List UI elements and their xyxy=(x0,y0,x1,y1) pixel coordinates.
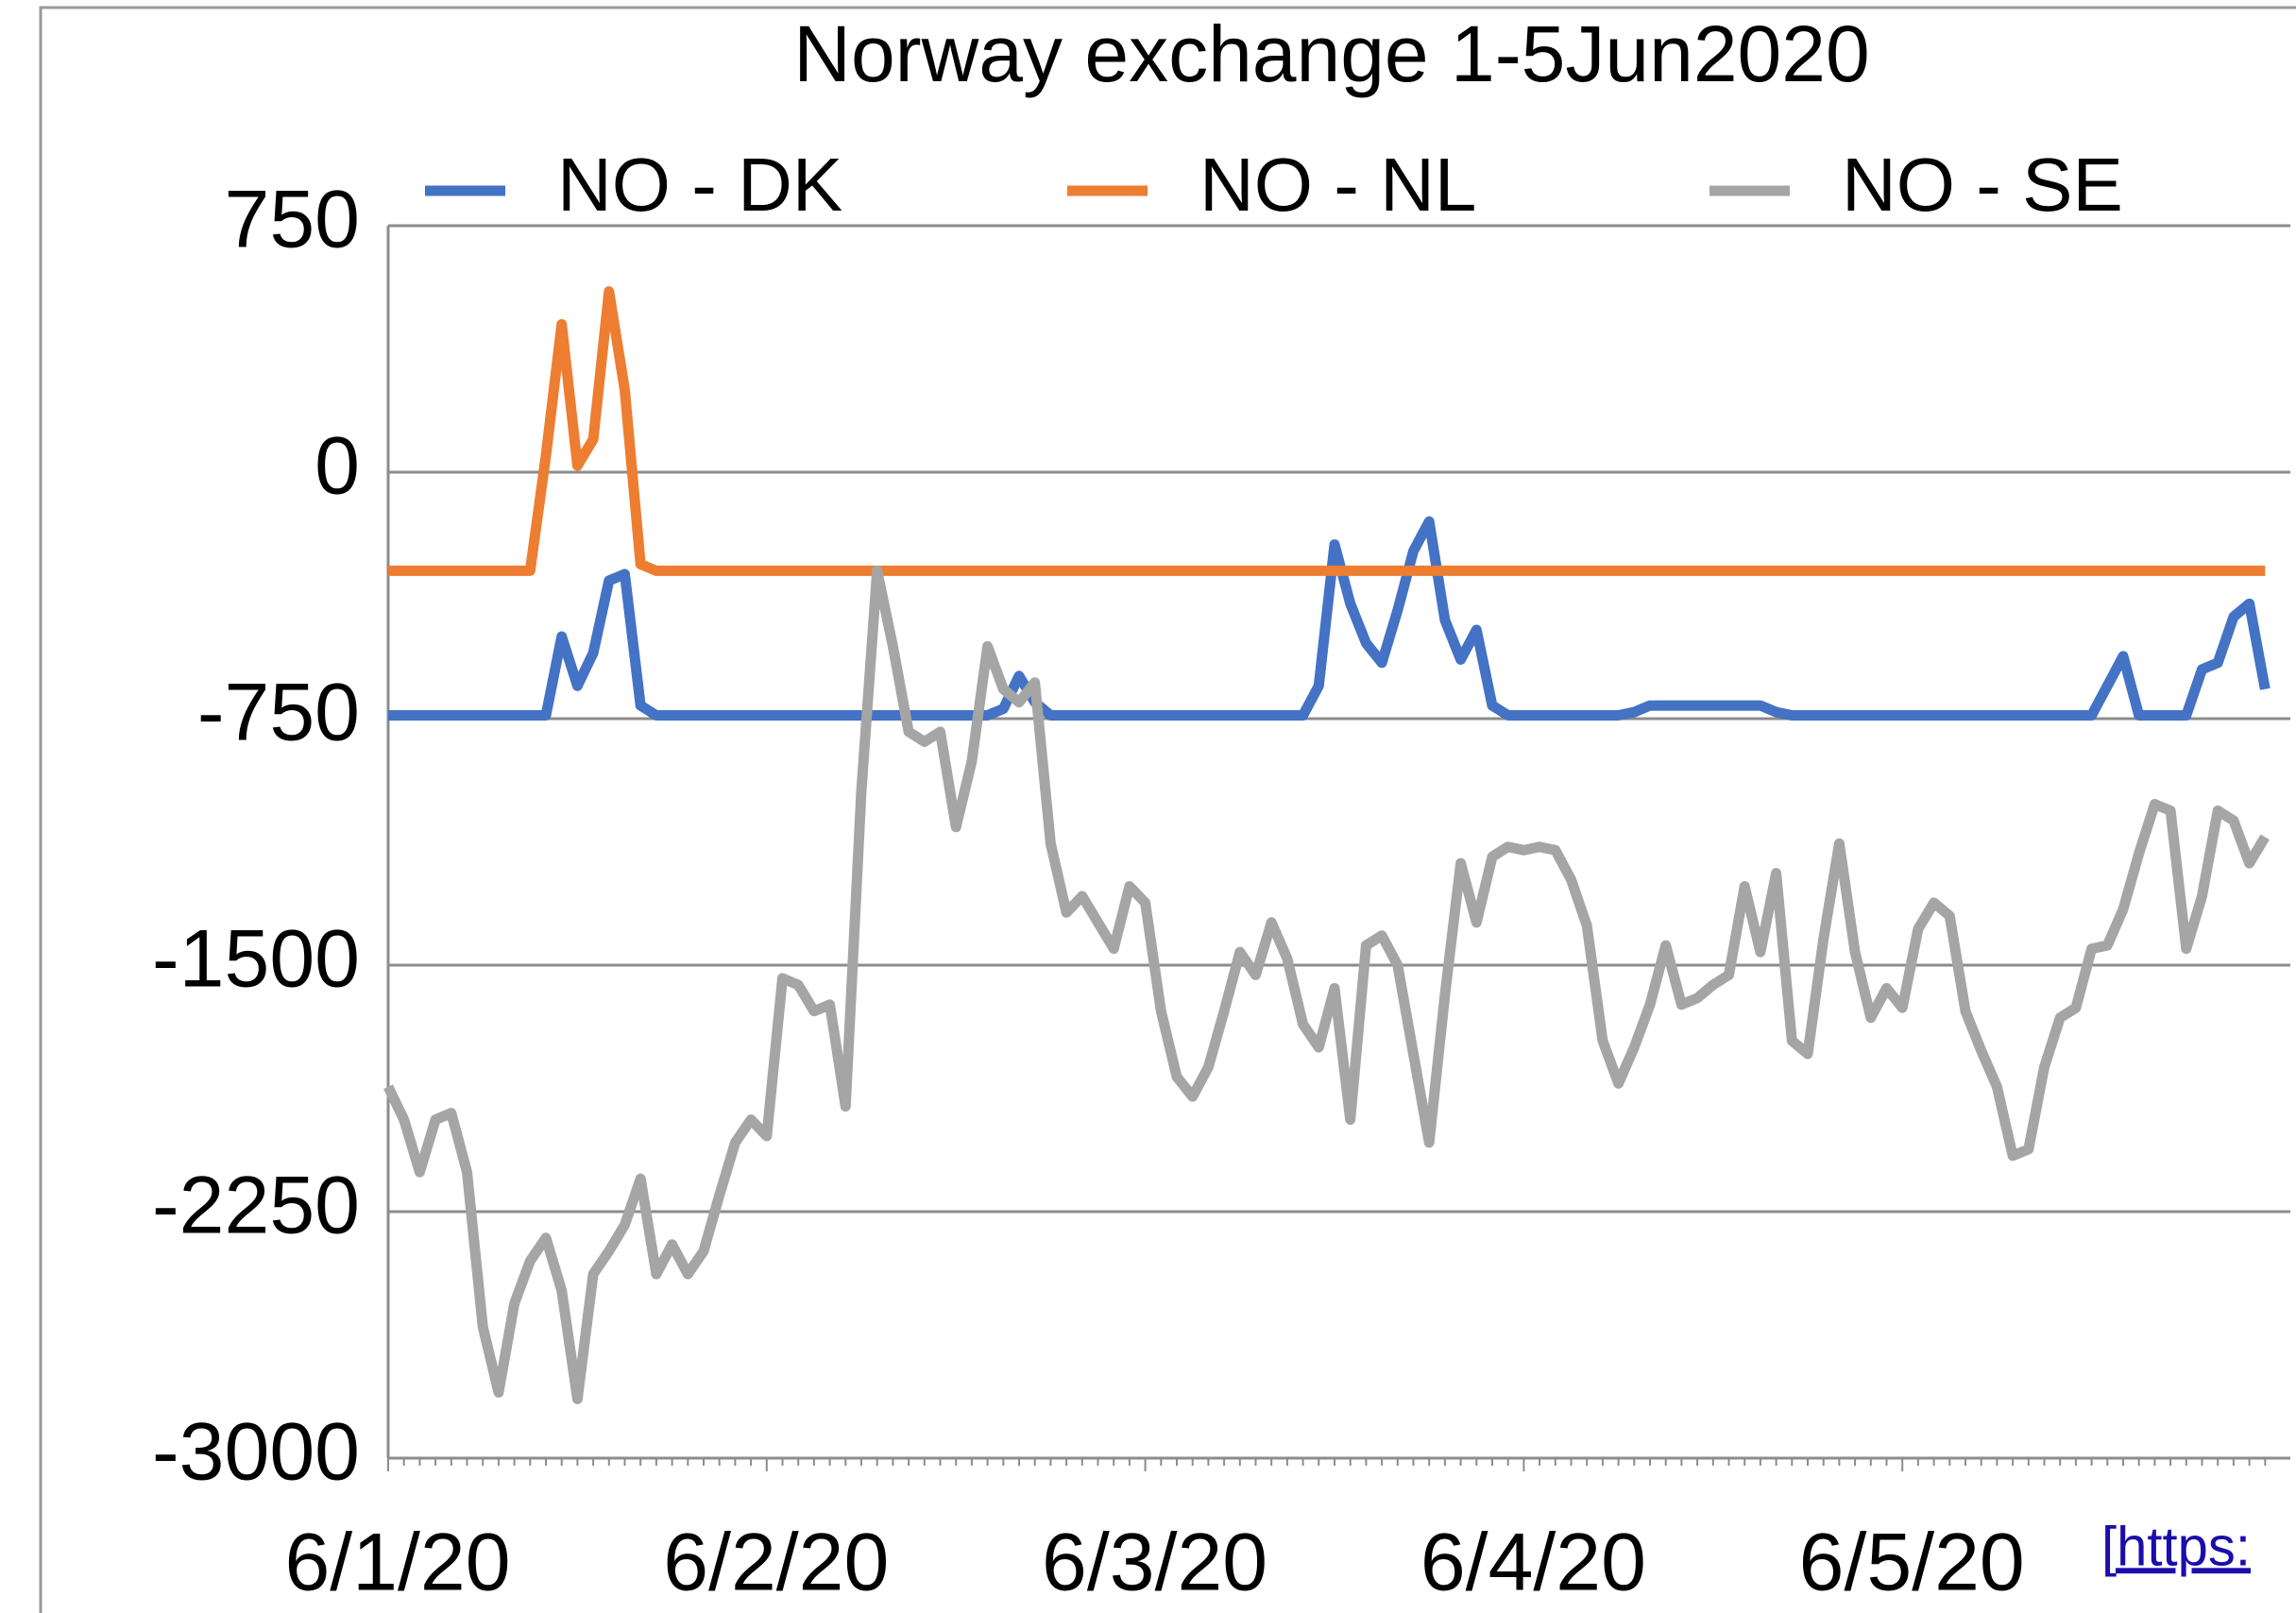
x-tick-label: 6/4/20 xyxy=(1420,1518,1646,1608)
series-line xyxy=(383,565,2270,1404)
chart-border xyxy=(39,6,2296,1613)
series-line xyxy=(388,286,2266,576)
legend-label: NO - SE xyxy=(1842,143,2123,227)
x-tick-label: 6/3/20 xyxy=(1042,1518,1267,1608)
legend-label: NO - DK xyxy=(557,143,842,227)
y-tick-label: -3000 xyxy=(152,1407,360,1498)
chart-title: Norway exchange 1-5Jun2020 xyxy=(793,9,1869,98)
x-tick-label: 6/1/20 xyxy=(284,1518,510,1608)
x-tick-label: 6/2/20 xyxy=(663,1518,889,1608)
y-tick-label: -1500 xyxy=(152,914,360,1005)
y-tick-label: 750 xyxy=(225,175,361,265)
y-tick-label: -2250 xyxy=(152,1161,360,1251)
legend-label: NO - NL xyxy=(1199,143,1476,227)
annotation: [https: xyxy=(2101,1516,2251,1577)
series-line xyxy=(388,516,2270,721)
x-tick-label: 6/5/20 xyxy=(1799,1518,2025,1608)
y-tick-label: 0 xyxy=(315,421,360,512)
y-tick-label: -750 xyxy=(197,668,360,758)
